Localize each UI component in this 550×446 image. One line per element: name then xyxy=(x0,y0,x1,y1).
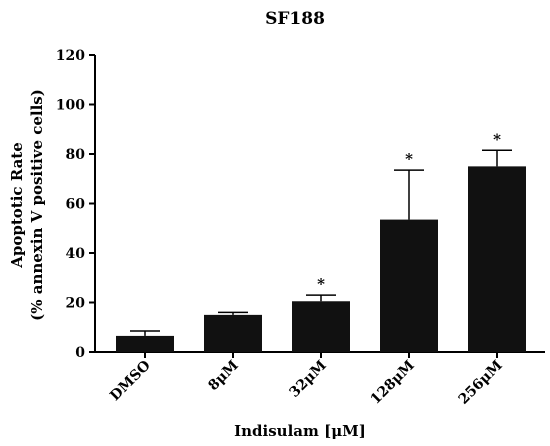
y-axis-label-line1: Apoptotic Rate xyxy=(8,142,26,269)
significance-star: * xyxy=(493,130,501,148)
y-tick-label: 80 xyxy=(66,147,86,163)
y-tick-label: 20 xyxy=(66,296,86,312)
significance-star: * xyxy=(405,150,413,168)
x-tick-label: 8μM xyxy=(205,358,241,394)
y-tick-label: 120 xyxy=(56,48,85,64)
y-axis-label: Apoptotic Rate (% annexin V positive cel… xyxy=(8,89,46,321)
x-tick-label: 256μM xyxy=(456,358,506,408)
bar xyxy=(204,314,262,352)
error-bars xyxy=(130,149,512,336)
y-tick-label: 40 xyxy=(66,246,86,262)
x-ticks: DMSO 8μM 32μM 128μM 256μM xyxy=(107,352,506,408)
chart-title: SF188 xyxy=(265,9,325,29)
x-tick-label: DMSO xyxy=(107,358,154,405)
bar xyxy=(468,166,526,352)
x-tick-label: 32μM xyxy=(287,358,330,401)
y-tick-label: 60 xyxy=(66,197,86,213)
x-tick-label: 128μM xyxy=(368,358,418,408)
significance-markers: * * * xyxy=(317,130,501,293)
y-tick-label: 100 xyxy=(56,98,85,114)
bar xyxy=(380,219,438,352)
y-ticks: 0 20 40 60 80 100 120 xyxy=(56,48,95,361)
x-axis-label: Indisulam [μM] xyxy=(234,422,366,440)
bar xyxy=(292,301,350,352)
bars xyxy=(116,166,526,352)
y-axis-label-line2: (% annexin V positive cells) xyxy=(28,89,46,321)
bar xyxy=(116,335,174,352)
significance-star: * xyxy=(317,275,325,293)
y-tick-label: 0 xyxy=(75,345,85,361)
